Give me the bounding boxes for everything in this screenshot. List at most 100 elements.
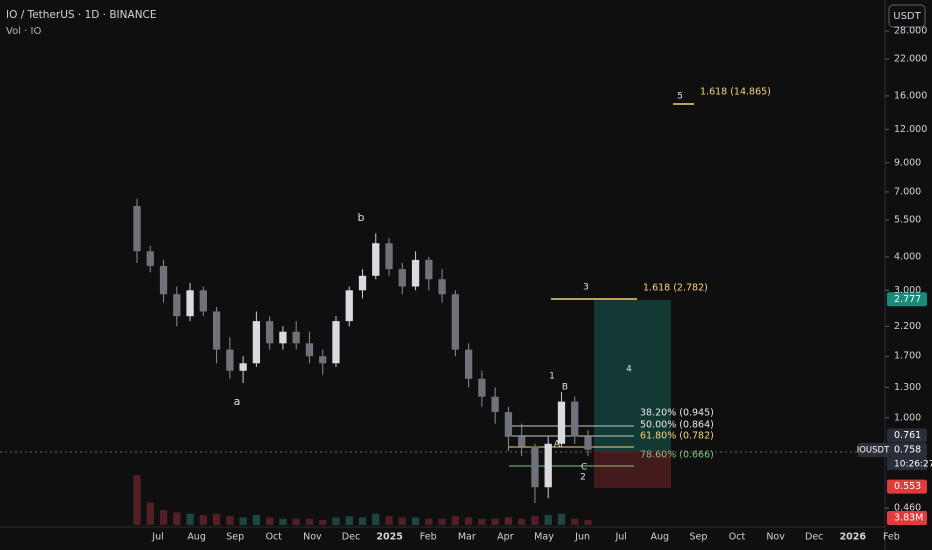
volume-bar (518, 518, 526, 525)
candle-body (332, 321, 340, 364)
candle-body (491, 396, 499, 413)
price-badges: 2.777 0.761 0.758 10:26:27 IOUSDT 0.553 3.83M (857, 292, 932, 525)
volume-bar (451, 516, 460, 525)
fib-label: 78.60% (0.666) (640, 450, 714, 461)
y-tick-label: 22.000 (894, 53, 927, 64)
x-tick-label: Mar (458, 532, 476, 543)
x-tick-label: 2025 (376, 532, 402, 543)
wave-label: 1 (549, 372, 555, 382)
currency-label[interactable]: USDT (893, 11, 921, 22)
volume-bar (464, 517, 473, 525)
x-tick-label: May (534, 532, 554, 543)
volume-bar (345, 516, 353, 525)
volume-bar (544, 515, 552, 525)
candle-body (571, 401, 579, 437)
candle-body (226, 349, 234, 371)
volume-bar (398, 517, 406, 525)
candle-body (305, 343, 314, 357)
x-tick-label: 2026 (840, 532, 867, 543)
symbol-badge-label: IOUSDT (857, 446, 890, 456)
wave-label: B (562, 383, 568, 393)
fib-label: 61.80% (0.782) (640, 431, 714, 442)
volume-bar (358, 517, 367, 525)
candle-body (451, 294, 460, 350)
y-tick-label: 9.000 (894, 157, 921, 168)
price-badge (887, 292, 927, 307)
volume-bar (173, 512, 181, 525)
x-tick-label: Oct (266, 532, 283, 543)
candle-body (265, 321, 274, 344)
y-tick-label: 28.000 (894, 26, 927, 37)
wave-label: C (581, 463, 587, 473)
volume-bar (133, 475, 141, 525)
volume-bar (292, 518, 300, 525)
candle-body (531, 446, 539, 488)
x-tick-label: Dec (342, 532, 360, 543)
volume-bar (279, 518, 287, 525)
volume-bar (425, 518, 433, 525)
candle-body (173, 294, 181, 317)
volume-bar (159, 510, 168, 525)
symbol-title: IO / TetherUS · 1D · BINANCE (6, 9, 157, 21)
candle-body (504, 412, 513, 437)
candle-body (372, 243, 380, 276)
volume-bar (478, 518, 486, 525)
volume-bar (226, 516, 234, 525)
volume-badge-label: 3.83M (894, 513, 923, 524)
volume-bar (411, 517, 420, 525)
x-tick-label: Feb (420, 532, 437, 543)
volume-bar (531, 516, 539, 525)
candle-body (411, 259, 420, 287)
volume-bar (438, 518, 446, 525)
candle-body (199, 290, 207, 312)
countdown-label: 10:26:27 (894, 460, 932, 470)
price-badge (887, 479, 927, 494)
x-tick-label: Dec (805, 532, 823, 543)
volume-bar (372, 513, 380, 525)
candle-body (358, 275, 367, 291)
candle-body (518, 436, 526, 447)
y-tick-label: 16.000 (894, 90, 927, 101)
price-badge (887, 443, 927, 458)
x-tick-label: Jul (614, 532, 626, 543)
y-tick-label: 7.000 (894, 186, 921, 197)
y-tick-label: 1.700 (894, 351, 921, 362)
wave-label: A (554, 440, 561, 450)
volume-bar (557, 513, 566, 525)
x-tick-label: Jul (151, 532, 163, 543)
fib-label: 38.20% (0.945) (640, 408, 714, 419)
x-tick-label: Oct (729, 532, 746, 543)
candle-body (345, 290, 353, 322)
x-tick-label: Aug (187, 532, 206, 543)
candle-body (159, 265, 168, 295)
x-tick-label: Nov (303, 532, 322, 543)
y-tick-label: 1.000 (894, 412, 921, 423)
volume-bar (305, 518, 314, 525)
candle-body (584, 436, 592, 450)
price-badge (887, 428, 927, 443)
wave-label: 4 (626, 365, 632, 375)
candle-body (239, 363, 247, 371)
volume-bar (146, 502, 154, 525)
volume-bar (212, 513, 221, 525)
price-badge-label: 0.553 (894, 481, 921, 492)
x-tick-label: Sep (689, 532, 707, 543)
y-tick-label: 12.000 (894, 124, 927, 135)
currency-button[interactable] (888, 4, 926, 28)
volume-bar (571, 518, 579, 525)
x-tick-label: Jun (574, 532, 590, 543)
wave-label: 2 (580, 473, 586, 483)
loss-zone (594, 452, 671, 488)
volume-label: Vol · IO (6, 26, 41, 37)
y-tick-label: 0.460 (894, 503, 921, 514)
candle-body (186, 290, 194, 317)
countdown-badge (887, 457, 927, 471)
volume-bar (332, 517, 340, 525)
y-tick-label: 5.500 (894, 214, 921, 225)
volume-bar (252, 515, 261, 525)
candle-body (385, 243, 393, 270)
wave-label: 3 (583, 283, 589, 293)
candle-body (252, 321, 261, 364)
candle-body (212, 311, 221, 350)
price-badge-label: 0.758 (894, 445, 921, 456)
